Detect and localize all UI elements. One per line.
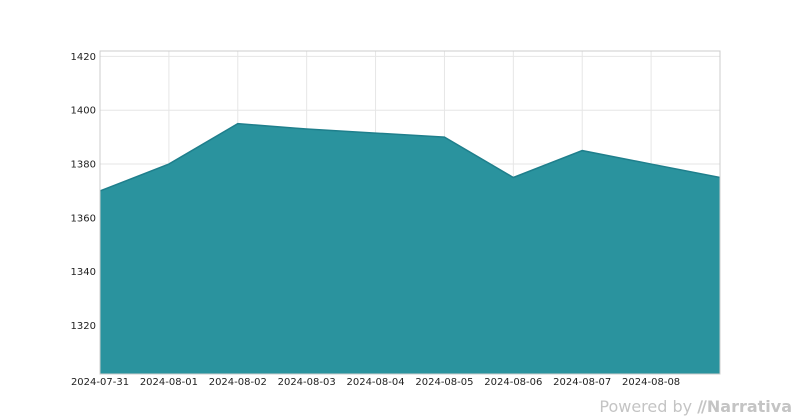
- y-tick-label: 1380: [71, 160, 96, 171]
- y-axis-tick-labels: 1320 1340 1360 1380 1400 1420: [71, 52, 96, 332]
- y-tick-label: 1420: [71, 52, 96, 63]
- x-tick-label: 2024-08-02: [209, 377, 267, 388]
- x-tick-label: 2024-08-07: [553, 377, 611, 388]
- area-series-fill: [100, 123, 720, 374]
- x-tick-label: 2024-08-01: [140, 377, 198, 388]
- x-tick-label: 2024-08-08: [622, 377, 680, 388]
- y-tick-label: 1320: [71, 321, 96, 332]
- x-tick-label: 2024-08-06: [484, 377, 542, 388]
- watermark-prefix: Powered by: [599, 397, 693, 416]
- watermark-brand: Narrativa: [706, 397, 792, 416]
- x-tick-label: 2024-08-03: [278, 377, 336, 388]
- plot-frame: [99, 50, 721, 375]
- x-axis-tick-labels: 2024-07-31 2024-08-01 2024-08-02 2024-08-03…: [71, 377, 680, 388]
- y-tick-label: 1360: [71, 213, 96, 224]
- x-tick-label: 2024-07-31: [71, 377, 129, 388]
- x-tick-label: 2024-08-05: [415, 377, 473, 388]
- x-tick-label: 2024-08-04: [346, 377, 404, 388]
- narrativa-logo-icon: ∕∕: [697, 397, 707, 416]
- y-tick-label: 1340: [71, 267, 96, 278]
- y-tick-label: 1400: [71, 106, 96, 117]
- area-series-line: [99, 122, 721, 192]
- powered-by-watermark: Powered by ∕∕ Narrativa: [599, 397, 792, 416]
